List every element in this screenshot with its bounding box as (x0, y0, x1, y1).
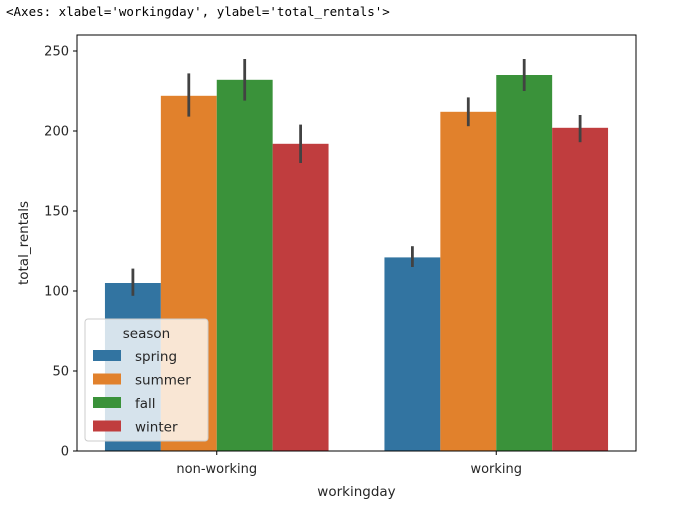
bar-spring-working (384, 257, 441, 451)
bar-fall-working (496, 75, 553, 451)
y-tick-label: 0 (61, 445, 69, 460)
bar-fall-non-working (216, 79, 273, 452)
y-tick-label: 150 (44, 205, 69, 220)
error-bars-layer (131, 59, 582, 296)
plot-frame (76, 34, 637, 452)
legend-swatch-winter (93, 420, 121, 432)
bar-winter-non-working (272, 143, 329, 452)
y-tick-label: 100 (44, 285, 69, 300)
output-header: <Axes: xlabel='workingday', ylabel='tota… (6, 4, 390, 19)
y-axis: 0 50 100 150 200 250 (44, 45, 77, 460)
legend-label-winter: winter (135, 420, 178, 436)
legend-box (84, 318, 209, 442)
legend-label-spring: spring (135, 349, 177, 365)
bar-summer-working (440, 111, 497, 452)
y-axis-label: total_rentals (16, 201, 32, 285)
y-tick-label: 200 (44, 125, 69, 140)
x-tick-label: non-working (176, 462, 257, 477)
legend-swatch-summer (93, 373, 121, 385)
legend-swatch-spring (93, 350, 121, 361)
y-tick-label: 50 (52, 365, 69, 380)
x-tick-label: working (470, 462, 522, 477)
y-tick-label: 250 (44, 45, 69, 60)
legend: season spring summer fall winter (84, 318, 209, 442)
legend-title: season (123, 326, 170, 342)
x-axis-label: workingday (317, 484, 395, 500)
x-axis: non-working working (176, 451, 522, 477)
legend-label-summer: summer (135, 373, 191, 389)
bar-winter-working (552, 127, 609, 452)
legend-swatch-fall (93, 397, 121, 408)
legend-label-fall: fall (135, 396, 156, 412)
